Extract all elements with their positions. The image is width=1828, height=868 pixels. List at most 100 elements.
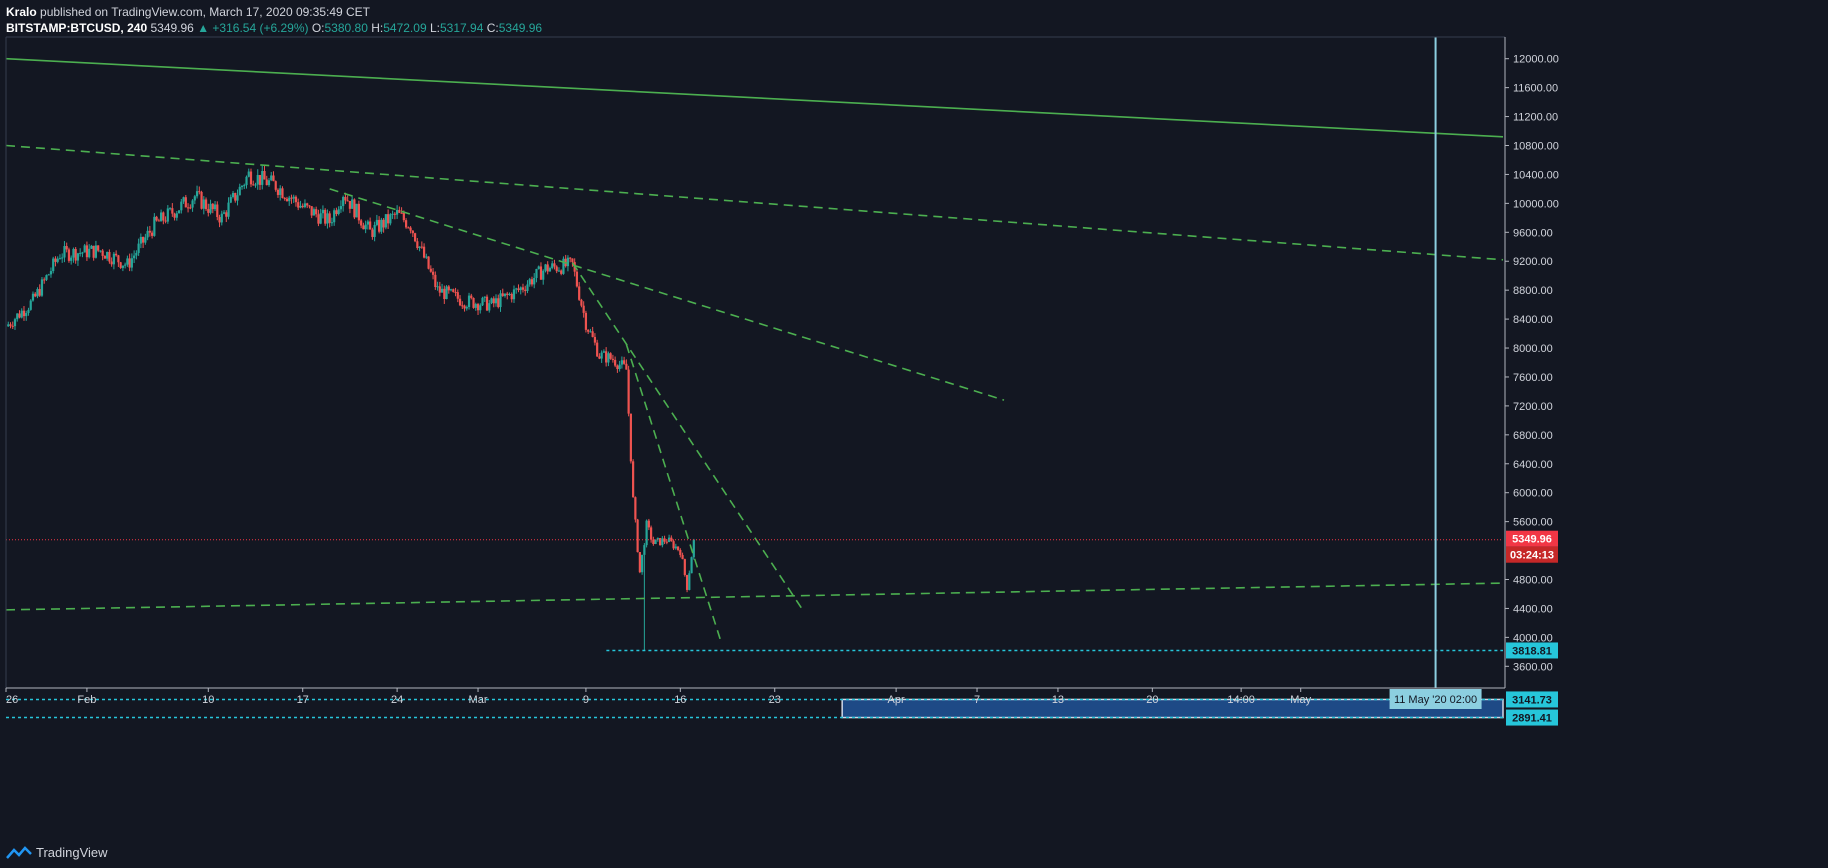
candle-body — [387, 214, 390, 224]
candle-body — [272, 175, 275, 182]
candle-body — [335, 210, 338, 215]
candle-body — [467, 295, 471, 308]
author-name[interactable]: Kralo — [6, 5, 37, 19]
candle-body — [371, 229, 374, 237]
candle-body — [393, 213, 396, 215]
candle-body — [348, 200, 352, 209]
x-tick-label: 20 — [1146, 694, 1158, 706]
candles-layer — [7, 165, 695, 651]
candle-body — [584, 312, 588, 330]
axes-layer: 12000.00 11600.00 11200.00 10800.00 10400.00… — [5, 36, 1559, 726]
candle-body — [22, 310, 26, 317]
candle-body — [238, 186, 241, 196]
high-value: 5472.09 — [383, 21, 427, 35]
level-tag-1: 3818.81 — [1512, 645, 1552, 657]
low-value: 5317.94 — [439, 21, 484, 35]
countdown-tag-bg — [1506, 546, 1558, 563]
candle-body — [465, 307, 468, 309]
candle-body — [88, 248, 91, 258]
candle-body — [524, 289, 527, 291]
candle-body — [97, 245, 100, 251]
candle-body — [485, 296, 489, 311]
candle-body — [63, 246, 66, 258]
candle-body — [643, 545, 646, 555]
candle-body — [483, 296, 486, 298]
candle-body — [117, 255, 120, 263]
candle-body — [609, 353, 612, 359]
candle-body — [49, 271, 53, 275]
candle-body — [227, 202, 230, 217]
candle-body — [61, 257, 64, 259]
symbol-label[interactable]: BITSTAMP:BTCUSD, 240 — [6, 21, 148, 35]
candle-body — [65, 246, 68, 250]
symbol-info-line: BITSTAMP:BTCUSD, 240 5349.96 ▲ +316.54 (… — [6, 20, 542, 36]
candle-body — [218, 217, 221, 223]
level-tag-3: 2891.41 — [1512, 713, 1552, 725]
candle-body — [503, 293, 507, 296]
candle-body — [247, 171, 250, 177]
x-tick-label: 23 — [769, 694, 781, 706]
candle-body — [589, 331, 592, 333]
tradingview-brand: TradingView — [36, 845, 108, 860]
candle-body — [461, 305, 464, 307]
candle-body — [407, 227, 410, 229]
candle-body — [130, 258, 133, 268]
candle-body — [346, 200, 349, 202]
drawings-layer — [5, 37, 1504, 719]
candle-body — [611, 358, 614, 360]
candle-body — [512, 289, 516, 300]
candle-body — [519, 287, 522, 291]
candle-body — [373, 224, 376, 237]
candle-body — [294, 196, 298, 203]
candle-body — [38, 289, 41, 296]
candle-body — [115, 253, 118, 256]
candle-body — [290, 197, 293, 199]
candle-body — [126, 258, 129, 265]
candle-body — [151, 232, 154, 236]
candle-body — [384, 214, 387, 228]
y-tick-label: 8000.00 — [1513, 343, 1553, 355]
candle-body — [582, 305, 585, 313]
candle-body — [546, 264, 549, 272]
candle-body — [79, 252, 82, 254]
candle-body — [326, 213, 329, 224]
candle-body — [342, 196, 345, 207]
candle-body — [263, 170, 266, 180]
level-tag-2: 3141.73 — [1512, 694, 1552, 706]
candle-body — [449, 289, 453, 291]
chart-header: Kralo published on TradingView.com, Marc… — [6, 4, 542, 36]
candle-body — [283, 197, 286, 199]
open-label: O: — [311, 21, 325, 35]
candle-body — [528, 279, 531, 285]
candle-body — [155, 216, 158, 221]
candle-body — [319, 213, 322, 224]
candle-body — [454, 291, 457, 293]
candle-body — [641, 554, 644, 573]
candle-body — [490, 298, 493, 304]
candle-body — [476, 304, 480, 311]
candle-body — [7, 324, 10, 327]
x-tick-label: 7 — [974, 694, 980, 706]
x-tick-label: 10 — [202, 694, 214, 706]
candle-body — [204, 199, 208, 210]
y-tick-label: 7200.00 — [1513, 401, 1553, 413]
y-tick-label: 4400.00 — [1513, 603, 1553, 615]
candle-body — [270, 175, 273, 181]
candle-body — [474, 304, 477, 308]
candle-body — [526, 284, 529, 291]
tradingview-logo[interactable]: TradingView — [6, 845, 108, 860]
trendline-2 — [5, 144, 1504, 261]
candle-body — [679, 549, 682, 555]
candle-body — [13, 319, 17, 327]
y-tick-label: 7600.00 — [1513, 372, 1553, 384]
y-tick-label: 11600.00 — [1513, 83, 1558, 95]
candle-body — [34, 293, 37, 297]
candle-body — [229, 197, 232, 203]
candle-body — [551, 263, 554, 269]
y-tick-label: 12000.00 — [1513, 54, 1559, 66]
candle-body — [200, 191, 203, 209]
candle-body — [627, 369, 630, 414]
candle-body — [43, 279, 46, 281]
candle-body — [207, 209, 210, 213]
